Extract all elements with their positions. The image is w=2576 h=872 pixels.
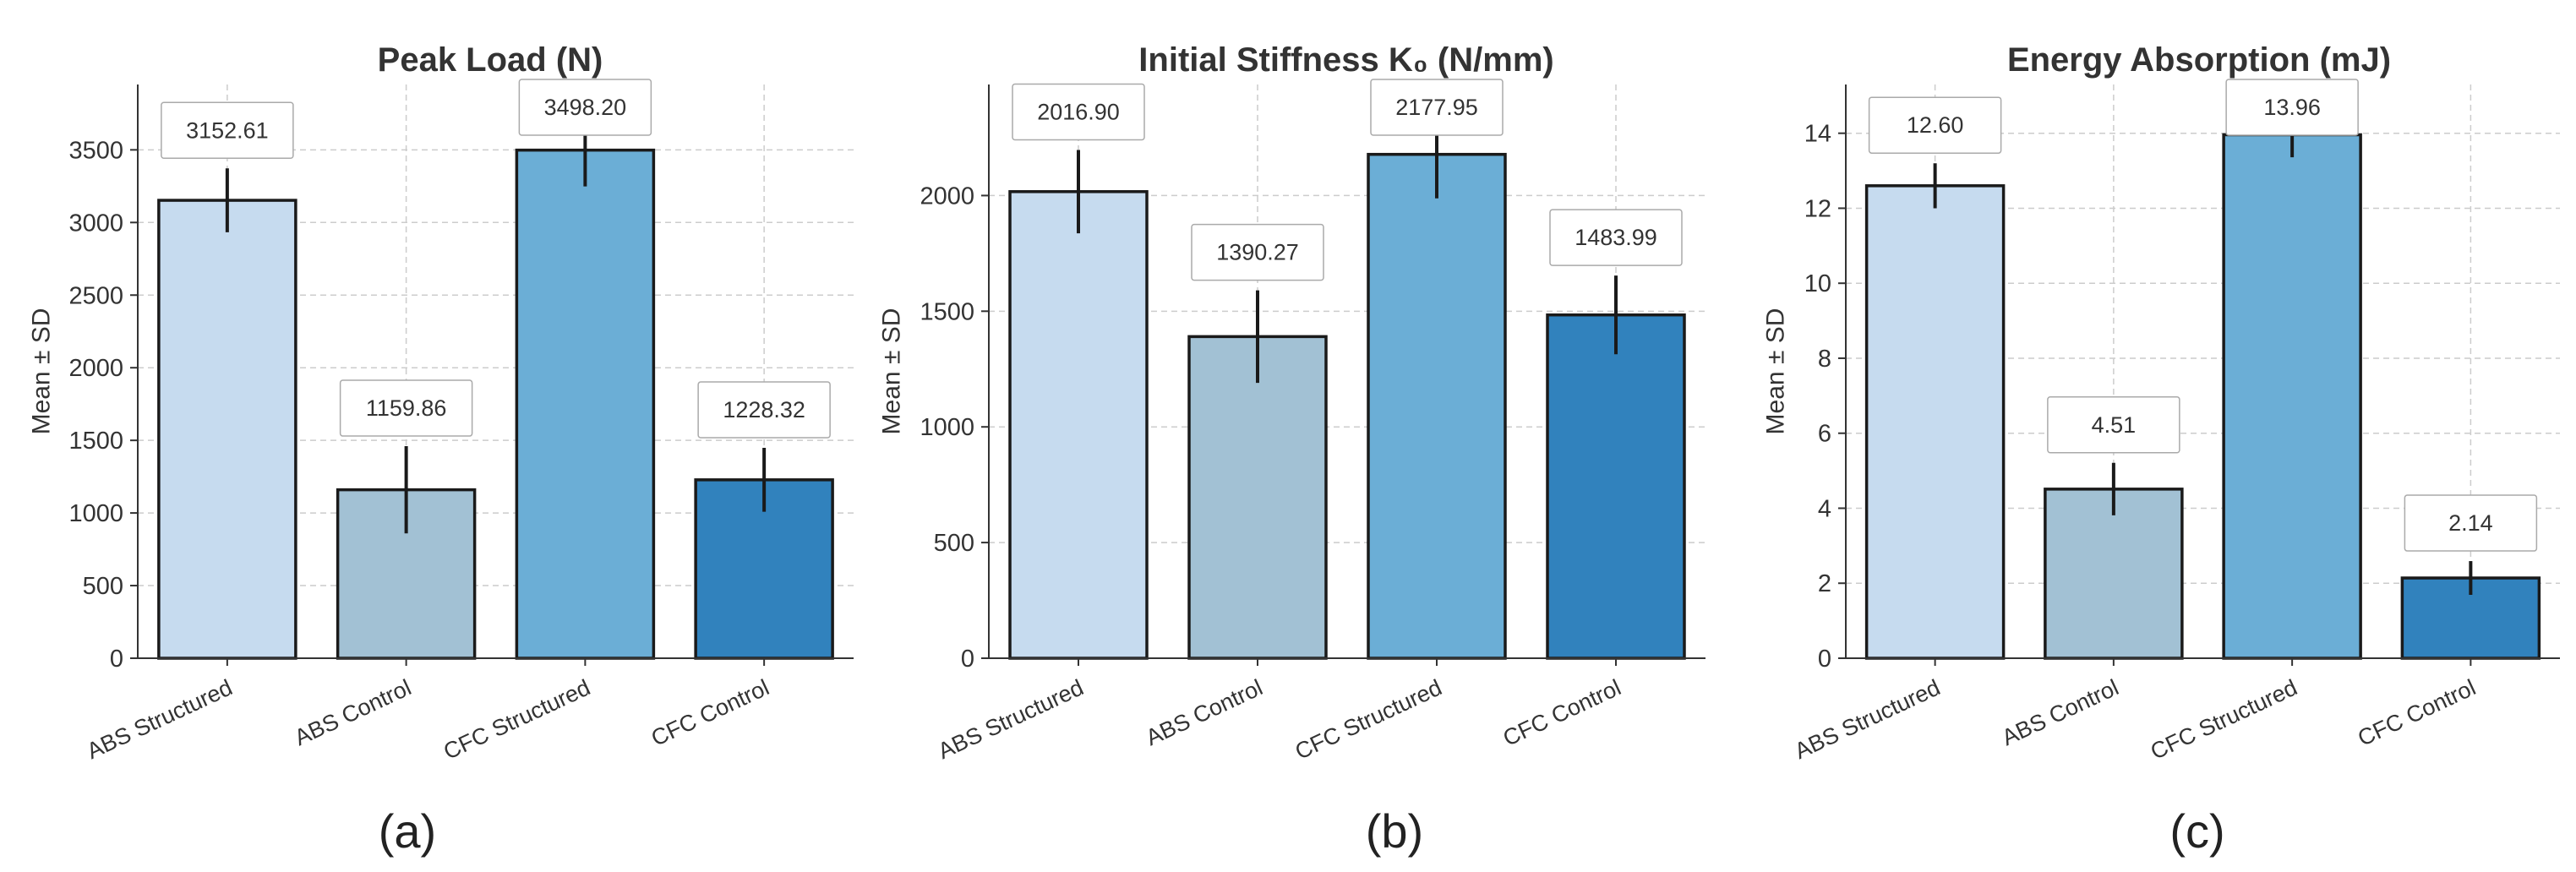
x-category-label: CFC Structured — [439, 674, 594, 764]
panel-label: (a) — [379, 804, 436, 858]
panel-label: (c) — [2169, 804, 2224, 858]
value-label: 1228.32 — [723, 397, 805, 422]
x-category-label: ABS Control — [291, 674, 415, 750]
chart-title: Peak Load (N) — [378, 41, 603, 79]
value-label: 4.51 — [2092, 412, 2137, 438]
chart-panel-1: 3152.61 1159.86 3498.20 1228.32 0 500 1000 1500… — [28, 41, 854, 858]
value-label-box — [1370, 79, 1504, 136]
y-tick-label: 6 — [1818, 421, 1831, 448]
value-label: 13.96 — [2263, 95, 2321, 120]
value-label-box — [1868, 96, 2002, 154]
y-axis-label: Mean ± SD — [1762, 308, 1790, 435]
x-category-label: CFC Control — [2354, 674, 2480, 751]
chart-title: Initial Stiffness K₀ (N/mm) — [1138, 41, 1553, 79]
y-tick-label: 12 — [1804, 195, 1831, 222]
bar-cfc-structured — [2222, 133, 2362, 660]
value-label-box — [2047, 396, 2180, 454]
bar-abs-control — [1187, 335, 1328, 660]
value-label-box — [2404, 494, 2538, 552]
value-label-box — [1012, 83, 1145, 141]
value-label-box — [1549, 209, 1683, 266]
y-tick-label: 2500 — [68, 282, 123, 309]
x-category-label: ABS Structured — [934, 674, 1087, 764]
y-tick-label: 0 — [110, 646, 123, 673]
y-tick-label: 1500 — [68, 428, 123, 455]
y-tick-label: 2000 — [68, 355, 123, 382]
value-label: 1390.27 — [1216, 240, 1299, 265]
x-category-label: ABS Control — [1142, 674, 1266, 750]
value-label: 2.14 — [2448, 510, 2493, 536]
y-tick-label: 2 — [1818, 570, 1831, 597]
y-tick-label: 500 — [83, 573, 123, 600]
y-tick-label: 4 — [1818, 495, 1831, 522]
panel-label: (b) — [1366, 804, 1423, 858]
value-label-box — [2225, 79, 2359, 136]
y-tick-label: 3000 — [68, 210, 123, 237]
y-tick-label: 14 — [1804, 121, 1831, 148]
chart-panel-2: 2016.90 1390.27 2177.95 1483.99 0 500 1000 1500… — [878, 41, 1706, 858]
y-tick-label: 500 — [934, 530, 974, 557]
x-category-label: ABS Control — [1998, 674, 2122, 750]
value-label: 2016.90 — [1037, 100, 1120, 125]
value-label: 1159.86 — [366, 395, 447, 421]
x-category-label: CFC Structured — [1291, 674, 1446, 764]
value-label: 12.60 — [1907, 112, 1964, 138]
y-tick-label: 0 — [961, 646, 974, 673]
y-axis-label: Mean ± SD — [878, 308, 906, 435]
chart-panel-3: 12.60 4.51 13.96 2.14 0 2 4 6 8 10 12 14 ABS Structu… — [1762, 41, 2560, 858]
x-category-label: CFC Structured — [2147, 674, 2301, 764]
y-tick-label: 1000 — [68, 500, 123, 527]
y-tick-label: 10 — [1804, 270, 1831, 297]
bar-abs-structured — [1864, 184, 2006, 660]
x-category-label: CFC Control — [647, 674, 773, 751]
value-label-box — [339, 379, 473, 437]
value-label: 2177.95 — [1395, 95, 1478, 120]
x-category-label: CFC Control — [1499, 674, 1625, 751]
y-tick-label: 3500 — [68, 137, 123, 164]
bar-cfc-control — [1546, 313, 1686, 660]
y-tick-label: 2000 — [920, 183, 974, 210]
value-label-box — [518, 79, 652, 136]
bar-cfc-structured — [1367, 152, 1507, 660]
x-category-label: ABS Structured — [1791, 674, 1944, 764]
value-label: 3498.20 — [544, 95, 627, 120]
x-category-label: ABS Structured — [83, 674, 236, 764]
value-label-box — [1191, 223, 1324, 281]
y-tick-label: 1500 — [920, 298, 974, 325]
value-label: 1483.99 — [1575, 225, 1657, 250]
bar-cfc-structured — [515, 148, 656, 660]
chart-title: Energy Absorption (mJ) — [2007, 41, 2391, 79]
value-label-box — [697, 381, 831, 439]
bar-abs-control — [2044, 488, 2184, 660]
y-tick-label: 8 — [1818, 346, 1831, 373]
y-tick-label: 1000 — [920, 414, 974, 441]
bar-abs-structured — [1008, 190, 1149, 660]
y-axis-label: Mean ± SD — [28, 308, 56, 435]
value-label: 3152.61 — [186, 117, 269, 143]
value-label-box — [161, 101, 294, 160]
y-tick-label: 0 — [1818, 646, 1831, 673]
bar-abs-structured — [157, 199, 297, 660]
